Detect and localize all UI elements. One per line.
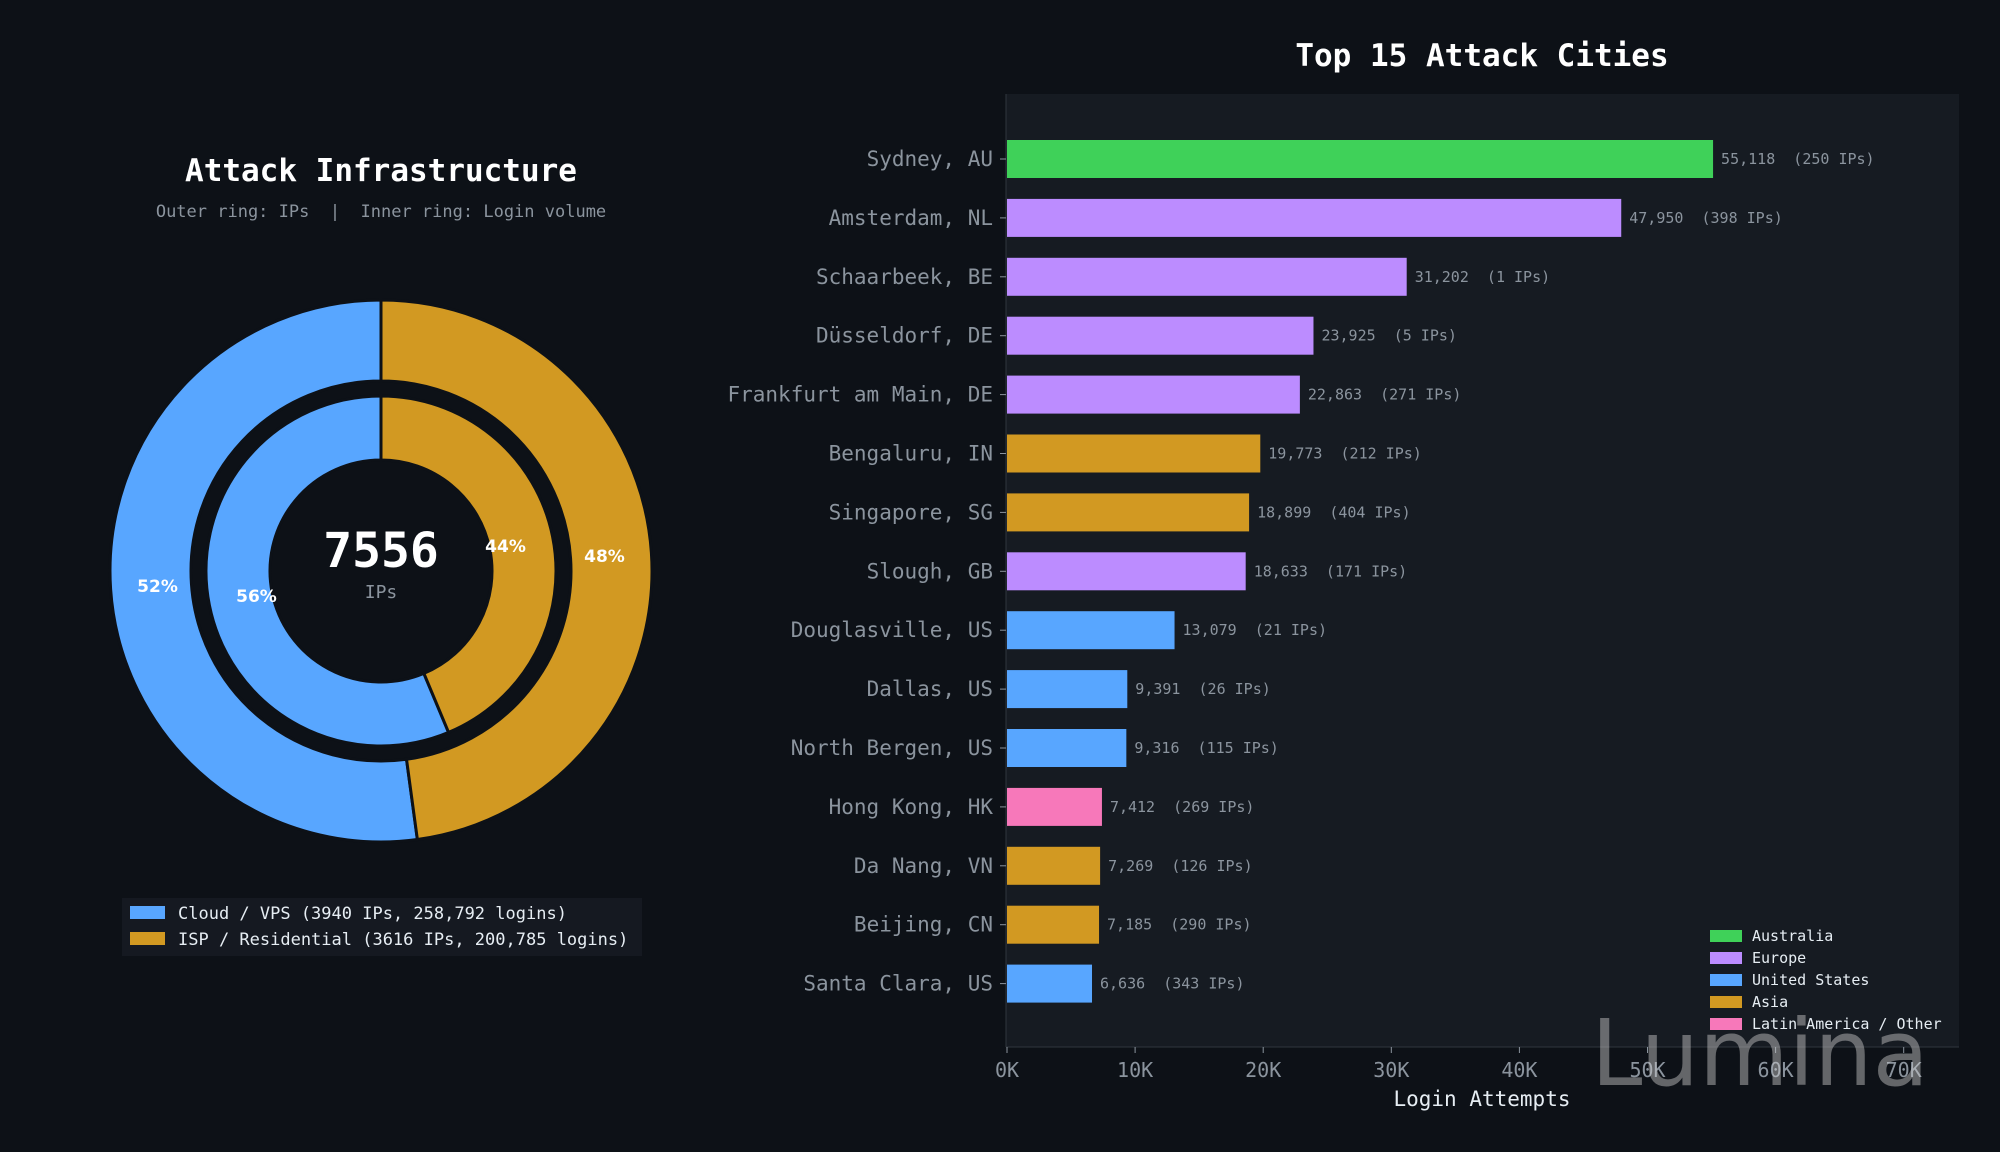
bar-legend-label-3: Asia	[1752, 993, 1788, 1011]
bar-value-label-9: 9,391 (26 IPs)	[1135, 680, 1270, 698]
inner-ring-slice-1	[379, 394, 558, 735]
bar-13	[1007, 905, 1100, 944]
bar-legend-swatch-4	[1710, 1018, 1742, 1030]
bar-2	[1007, 257, 1407, 296]
y-tick-label-9: Dallas, US	[867, 677, 993, 701]
outer-ring-pct-label-1: 48%	[584, 547, 625, 567]
donut-legend-swatch-0	[130, 906, 165, 919]
y-tick-label-7: Slough, GB	[867, 559, 993, 583]
outer-ring-pct-label-0: 52%	[137, 577, 178, 597]
donut-legend: Cloud / VPS (3940 IPs, 258,792 logins) IS…	[122, 898, 642, 956]
bar-1	[1007, 198, 1622, 237]
bar-0	[1007, 140, 1714, 178]
bar-value-label-5: 19,773 (212 IPs)	[1268, 445, 1422, 463]
y-tick-label-5: Bengaluru, IN	[829, 442, 993, 466]
bar-7	[1007, 552, 1246, 591]
ring-percentage-labels: 52% 48% 56% 44%	[137, 537, 625, 607]
bar-value-label-2: 31,202 (1 IPs)	[1415, 268, 1550, 286]
bar-14	[1007, 964, 1093, 1003]
donut-chart-subtitle: Outer ring: IPs | Inner ring: Login volu…	[156, 202, 606, 222]
bar-legend: Australia Europe United States Asia Latin Am…	[1710, 927, 1942, 1033]
y-tick-label-14: Santa Clara, US	[803, 972, 993, 996]
donut-legend-label-1: ISP / Residential (3616 IPs, 200,785 log…	[178, 930, 628, 950]
y-tick-label-4: Frankfurt am Main, DE	[727, 383, 993, 407]
y-tick-label-2: Schaarbeek, BE	[816, 265, 993, 289]
bar-legend-label-4: Latin America / Other	[1752, 1015, 1942, 1033]
bars: 55,118 (250 IPs) 47,950 (398 IPs) 31,202 (…	[1007, 140, 1875, 1003]
y-tick-label-10: North Bergen, US	[791, 736, 993, 760]
inner-ring	[204, 394, 558, 748]
bar-value-label-1: 47,950 (398 IPs)	[1629, 209, 1783, 227]
y-tick-label-13: Beijing, CN	[854, 913, 993, 937]
bar-legend-label-2: United States	[1752, 971, 1869, 989]
outer-ring	[108, 298, 654, 844]
bar-legend-label-1: Europe	[1752, 949, 1806, 967]
x-tick-label-0: 0K	[995, 1058, 1019, 1082]
bar-value-label-4: 22,863 (271 IPs)	[1308, 386, 1462, 404]
bar-value-label-8: 13,079 (21 IPs)	[1183, 621, 1328, 639]
bar-11	[1007, 787, 1102, 826]
y-tick-label-6: Singapore, SG	[829, 500, 993, 524]
bar-9	[1007, 670, 1128, 709]
bar-6	[1007, 493, 1250, 532]
bar-legend-swatch-2	[1710, 974, 1742, 986]
bar-value-label-10: 9,316 (115 IPs)	[1134, 739, 1279, 757]
x-tick-label-7: 70K	[1886, 1058, 1922, 1082]
y-tick-label-12: Da Nang, VN	[854, 854, 993, 878]
x-tick-label-5: 50K	[1629, 1058, 1665, 1082]
y-axis: Sydney, AU Amsterdam, NL Schaarbeek, BE Düs…	[727, 94, 1007, 1047]
y-tick-label-3: Düsseldorf, DE	[816, 324, 993, 348]
bar-value-label-11: 7,412 (269 IPs)	[1110, 798, 1255, 816]
bar-5	[1007, 434, 1261, 473]
bar-legend-swatch-3	[1710, 996, 1742, 1008]
bar-4	[1007, 375, 1300, 414]
bar-8	[1007, 611, 1175, 650]
bar-3	[1007, 316, 1314, 355]
donut-legend-label-0: Cloud / VPS (3940 IPs, 258,792 logins)	[178, 904, 567, 924]
bar-chart-title: Top 15 Attack Cities	[1295, 38, 1668, 74]
watermark: Lumina	[1591, 1000, 1929, 1107]
y-tick-label-8: Douglasville, US	[791, 618, 993, 642]
donut-chart-title: Attack Infrastructure	[185, 153, 577, 189]
x-axis: 0K 10K 20K 30K 40K 50K 60K 70K	[995, 1046, 1959, 1082]
x-tick-label-3: 30K	[1373, 1058, 1409, 1082]
bar-legend-label-0: Australia	[1752, 927, 1833, 945]
x-tick-label-4: 40K	[1501, 1058, 1537, 1082]
donut-panel: Attack Infrastructure Outer ring: IPs | …	[108, 153, 654, 956]
outer-ring-slice-0	[108, 298, 420, 844]
donut-legend-box	[122, 898, 642, 956]
bar-legend-swatch-1	[1710, 952, 1742, 964]
y-tick-label-1: Amsterdam, NL	[829, 206, 993, 230]
bar-value-label-12: 7,269 (126 IPs)	[1108, 857, 1253, 875]
bar-panel: Top 15 Attack Cities Sydney, AU Amsterdam…	[727, 38, 1959, 1111]
donut-center-label: IPs	[365, 582, 398, 603]
y-tick-label-11: Hong Kong, HK	[829, 795, 994, 819]
x-tick-label-2: 20K	[1245, 1058, 1281, 1082]
x-tick-label-6: 60K	[1758, 1058, 1794, 1082]
bar-12	[1007, 846, 1101, 885]
bar-value-label-13: 7,185 (290 IPs)	[1107, 916, 1252, 934]
inner-ring-pct-label-0: 56%	[236, 587, 277, 607]
bar-value-label-3: 23,925 (5 IPs)	[1321, 327, 1456, 345]
y-tick-label-0: Sydney, AU	[867, 147, 993, 171]
donut-center-value: 7556	[323, 523, 439, 579]
inner-ring-pct-label-1: 44%	[485, 537, 526, 557]
inner-ring-slice-0	[204, 394, 451, 748]
donut-legend-swatch-1	[130, 932, 165, 945]
bar-value-label-6: 18,899 (404 IPs)	[1257, 503, 1411, 521]
x-tick-label-1: 10K	[1117, 1058, 1153, 1082]
bar-10	[1007, 729, 1127, 767]
bar-value-label-14: 6,636 (343 IPs)	[1100, 975, 1245, 993]
x-axis-title: Login Attempts	[1393, 1087, 1570, 1111]
bar-value-label-7: 18,633 (171 IPs)	[1254, 562, 1408, 580]
bar-legend-swatch-0	[1710, 930, 1742, 942]
outer-ring-slice-1	[379, 298, 654, 842]
bar-value-label-0: 55,118 (250 IPs)	[1721, 150, 1875, 168]
